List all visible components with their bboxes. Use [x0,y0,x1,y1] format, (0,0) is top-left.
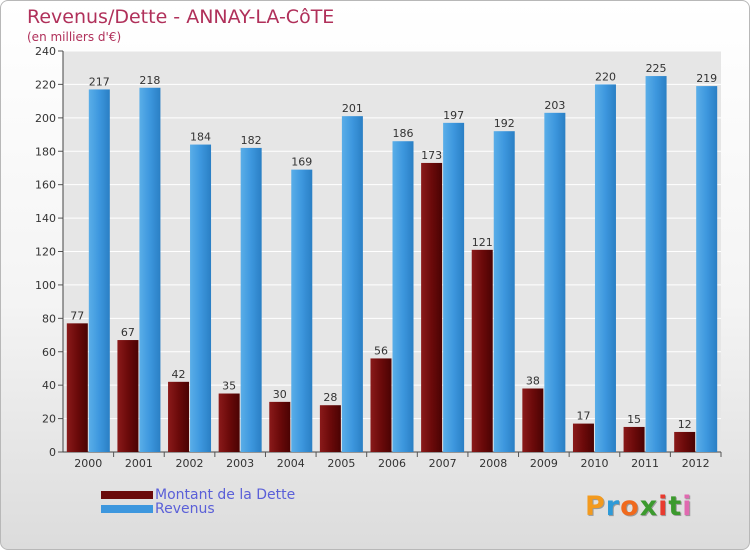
logo-letter: i [682,491,693,522]
data-label-revenus: 169 [291,156,312,169]
data-label-revenus: 186 [393,127,414,140]
bar-revenus [392,141,414,452]
y-tick-label: 60 [42,346,56,359]
bar-revenus [544,112,566,452]
y-tick-label: 200 [35,112,56,125]
data-label-dette: 12 [678,418,692,431]
bar-dette [572,423,594,452]
bar-dette [674,431,696,452]
y-tick-label: 220 [35,78,56,91]
x-tick-label: 2007 [429,457,457,470]
data-label-revenus: 225 [646,62,667,75]
logo-letter: r [605,491,621,522]
legend-swatch-dette [101,491,153,499]
x-tick-label: 2004 [277,457,305,470]
bar-dette [168,381,190,452]
logo-letter: i [658,491,669,522]
bar-revenus [291,169,313,453]
x-tick-label: 2002 [176,457,204,470]
bar-dette [471,249,493,452]
x-tick-label: 2000 [74,457,102,470]
bar-revenus [443,122,465,453]
legend-label-dette: Montant de la Dette [155,487,296,503]
bar-revenus [341,116,363,452]
bar-revenus [594,84,616,453]
x-tick-label: 2001 [125,457,153,470]
data-label-revenus: 203 [544,99,565,112]
data-label-dette: 17 [576,410,590,423]
data-label-revenus: 192 [494,117,515,130]
y-tick-label: 160 [35,179,56,192]
bar-revenus [645,76,667,452]
logo-letter: P [585,491,606,522]
legend-item-revenus: Revenus [101,501,215,517]
x-tick-label: 2009 [530,457,558,470]
bar-revenus [240,147,262,453]
bar-revenus [88,89,110,452]
legend-item-dette: Montant de la Dette [101,487,295,503]
y-tick-label: 140 [35,212,56,225]
data-label-dette: 30 [273,388,287,401]
bar-revenus [139,87,161,452]
y-tick-label: 120 [35,246,56,259]
data-label-dette: 121 [472,236,493,249]
x-tick-label: 2008 [479,457,507,470]
bar-dette [623,426,645,452]
y-tick-label: 0 [49,446,56,459]
data-label-dette: 77 [70,309,84,322]
bar-dette [522,388,544,452]
data-label-revenus: 197 [443,109,464,122]
data-label-revenus: 184 [190,131,211,144]
x-tick-label: 2010 [580,457,608,470]
logo-letter: t [668,491,683,522]
bar-dette [319,405,341,452]
data-label-dette: 67 [121,326,135,339]
x-tick-label: 2012 [682,457,710,470]
logo-letter: o [620,491,640,522]
y-tick-label: 240 [35,45,56,58]
logo-letter: x [639,491,659,522]
data-label-dette: 15 [627,413,641,426]
bar-dette [218,393,240,452]
x-tick-label: 2005 [327,457,355,470]
data-label-dette: 28 [323,391,337,404]
bar-revenus [696,86,718,453]
legend-swatch-revenus [101,505,153,513]
bar-dette [269,401,291,452]
x-tick-label: 2003 [226,457,254,470]
data-label-dette: 38 [526,375,540,388]
data-label-dette: 173 [421,149,442,162]
data-label-revenus: 182 [241,134,262,147]
data-label-revenus: 201 [342,102,363,115]
proxiti-logo: Proxiti [585,491,693,522]
data-label-revenus: 217 [89,75,110,88]
data-label-revenus: 219 [696,72,717,85]
data-label-dette: 42 [172,368,186,381]
x-tick-label: 2011 [631,457,659,470]
y-tick-label: 80 [42,312,56,325]
bar-dette [370,358,392,452]
x-tick-label: 2006 [378,457,406,470]
y-tick-label: 40 [42,379,56,392]
y-tick-label: 20 [42,413,56,426]
data-label-dette: 35 [222,380,236,393]
bar-dette [117,340,139,452]
data-label-revenus: 220 [595,70,616,83]
legend-label-revenus: Revenus [155,501,215,517]
chart-title: Revenus/Dette - ANNAY-LA-CôTE [27,6,335,28]
data-label-dette: 56 [374,344,388,357]
bar-revenus [493,131,515,452]
bar-dette [421,162,443,452]
y-tick-label: 180 [35,145,56,158]
data-label-revenus: 218 [139,74,160,87]
bar-revenus [190,144,212,453]
bar-dette [66,323,88,452]
y-tick-label: 100 [35,279,56,292]
chart-subtitle: (en milliers d'€) [27,30,122,44]
